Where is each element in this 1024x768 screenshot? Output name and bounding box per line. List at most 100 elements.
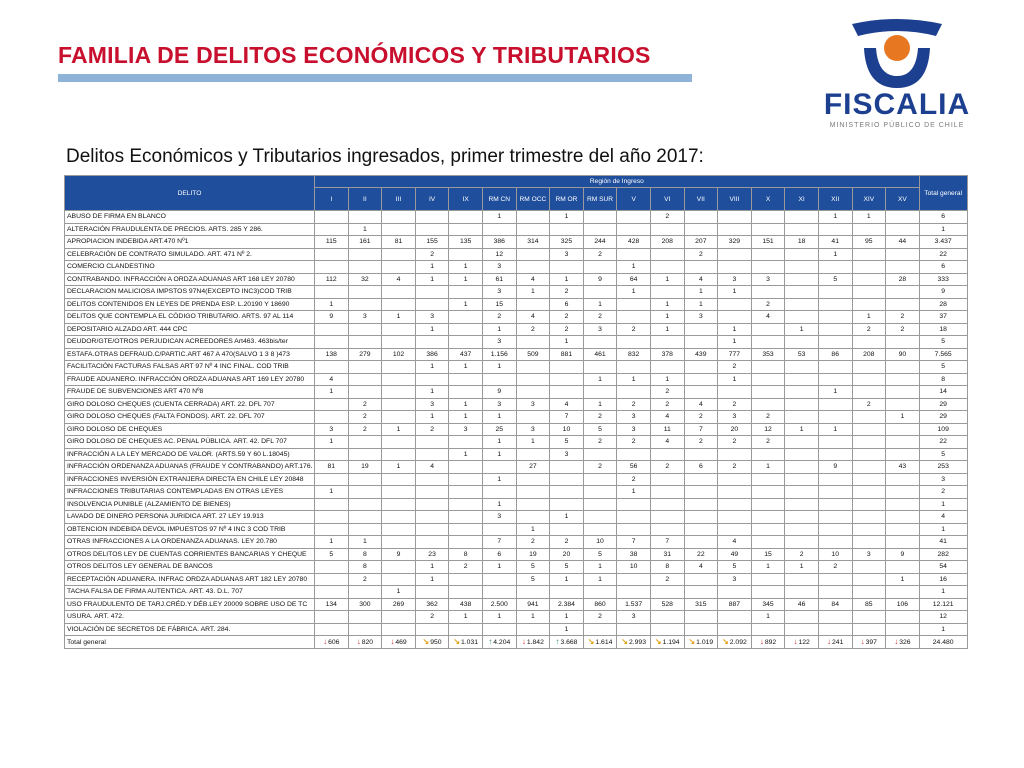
- table-cell: 3: [549, 247, 584, 261]
- table-cell: [885, 297, 920, 311]
- table-cell: [750, 372, 786, 386]
- total-value: 3.668: [560, 639, 578, 646]
- table-cell: 832: [616, 347, 651, 361]
- table-cell: 53: [784, 347, 819, 361]
- header-region-17: XV: [885, 187, 920, 211]
- table-row: USO FRAUDULENTO DE TARJ.CRÉD.Y DÉB.LEY 2…: [64, 597, 968, 611]
- table-cell: 1: [784, 560, 819, 574]
- table-cell: [549, 222, 584, 236]
- table-cell: 1: [885, 410, 920, 424]
- row-label: OTROS DELITOS LEY DE CUENTAS CORRIENTES …: [64, 547, 315, 561]
- table-cell: [683, 322, 719, 336]
- header-region-16: XIV: [851, 187, 887, 211]
- table-cell: 386: [414, 347, 450, 361]
- table-cell: 2.500: [481, 597, 517, 611]
- table-cell: 134: [314, 597, 349, 611]
- row-label: ESTAFA.OTRAS DEFRAUD.C/PARTIC.ART 467 A …: [64, 347, 315, 361]
- row-total: 5: [918, 447, 968, 461]
- row-label: CELEBRACIÓN DE CONTRATO SIMULADO. ART. 4…: [64, 247, 315, 261]
- table-cell: [515, 497, 551, 511]
- table-cell: 27: [515, 460, 551, 474]
- table-cell: [448, 222, 483, 236]
- table-cell: [851, 510, 887, 524]
- table-cell: [649, 285, 685, 299]
- table-cell: [616, 247, 651, 261]
- table-row: INFRACCIÓN ORDENANZA ADUANAS (FRAUDE Y C…: [64, 460, 968, 474]
- table-cell: 3: [616, 422, 651, 436]
- table-cell: 1: [616, 285, 651, 299]
- table-cell: 2: [649, 572, 685, 586]
- table-cell: [851, 385, 887, 399]
- table-cell: [414, 522, 450, 536]
- table-cell: [885, 447, 920, 461]
- total-cell: ↓606: [314, 635, 349, 649]
- table-cell: 115: [314, 235, 349, 249]
- table-cell: 28: [885, 272, 920, 286]
- table-cell: [851, 422, 887, 436]
- table-cell: [616, 585, 651, 599]
- table-cell: [784, 397, 819, 411]
- table-cell: 2: [717, 460, 752, 474]
- table-cell: [784, 210, 819, 224]
- table-cell: [851, 585, 887, 599]
- table-cell: [314, 360, 349, 374]
- table-cell: 20: [717, 422, 752, 436]
- table-cell: [784, 385, 819, 399]
- table-cell: [314, 522, 349, 536]
- table-cell: [448, 460, 483, 474]
- table-cell: 1: [314, 535, 349, 549]
- table-cell: [885, 422, 920, 436]
- table-cell: [481, 622, 517, 636]
- table-cell: [683, 497, 719, 511]
- table-cell: 1: [481, 472, 517, 486]
- table-cell: 1: [414, 385, 450, 399]
- table-cell: 208: [649, 235, 685, 249]
- total-value: 2.092: [729, 639, 747, 646]
- table-cell: 90: [885, 347, 920, 361]
- row-total: 3: [918, 472, 968, 486]
- table-cell: 2: [750, 297, 786, 311]
- header-delito: DELITO: [64, 175, 315, 211]
- table-cell: [448, 310, 483, 324]
- table-cell: 2: [481, 310, 517, 324]
- table-cell: [885, 435, 920, 449]
- table-cell: 1: [616, 260, 651, 274]
- table-cell: [717, 260, 752, 274]
- table-cell: [717, 622, 752, 636]
- table-cell: [515, 372, 551, 386]
- table-cell: [347, 247, 383, 261]
- row-label: TACHA FALSA DE FIRMA AUTENTICA. ART. 43.…: [64, 585, 315, 599]
- table-cell: 1: [448, 410, 483, 424]
- table-row: DEPOSITARIO ALZADO ART. 444 CPC 1 1 2 2 3 2 1 1 1…: [64, 322, 968, 336]
- table-cell: [414, 285, 450, 299]
- row-label: LAVADO DE DINERO PERSONA JURIDICA ART. 2…: [64, 510, 315, 524]
- table-cell: [314, 572, 349, 586]
- total-value: 1.842: [526, 639, 544, 646]
- table-row: INSOLVENCIA PUNIBLE (ALZAMIENTO DE BIENE…: [64, 497, 968, 511]
- table-cell: 2: [885, 322, 920, 336]
- table-cell: 5: [515, 560, 551, 574]
- header-total: Total general: [918, 175, 968, 211]
- table-cell: [649, 622, 685, 636]
- table-subtitle: Delitos Económicos y Tributarios ingresa…: [66, 146, 704, 167]
- table-cell: [851, 447, 887, 461]
- table-cell: [448, 585, 483, 599]
- table-cell: 84: [817, 597, 853, 611]
- table-cell: [481, 372, 517, 386]
- table-cell: 4: [515, 310, 551, 324]
- table-cell: [784, 522, 819, 536]
- total-value: 950: [430, 639, 442, 646]
- table-cell: [717, 585, 752, 599]
- header-region: Región de Ingreso: [314, 175, 920, 188]
- table-row: ABUSO DE FIRMA EN BLANCO 1 1 2 1 1 6: [64, 210, 968, 224]
- table-cell: [314, 322, 349, 336]
- row-label: OTROS DELITOS LEY GENERAL DE BANCOS: [64, 560, 315, 574]
- table-cell: 1: [481, 322, 517, 336]
- table-cell: 5: [515, 572, 551, 586]
- table-cell: 528: [649, 597, 685, 611]
- table-cell: 3: [750, 272, 786, 286]
- table-row: OTRAS INFRACCIONES A LA ORDENANZA ADUANA…: [64, 535, 968, 549]
- table-cell: [649, 610, 685, 624]
- table-cell: [851, 260, 887, 274]
- table-cell: [784, 585, 819, 599]
